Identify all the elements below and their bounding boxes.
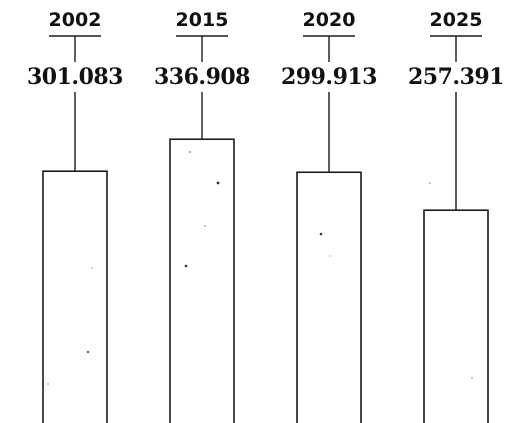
category-label-2015: 2015 (176, 9, 229, 31)
bar-2025 (423, 209, 489, 423)
bars (42, 138, 489, 423)
category-label-2002: 2002 (49, 9, 102, 31)
speck-3 (87, 351, 89, 353)
speck-6 (429, 182, 431, 184)
labels: 2002 301.083 2015 336.908 2020 299.913 2025 257… (27, 9, 505, 90)
value-label-2020: 299.913 (281, 64, 377, 90)
bar-2015 (169, 138, 235, 423)
leader-lines (49, 35, 482, 211)
paper-specks (47, 151, 473, 385)
value-label-2025: 257.391 (408, 64, 504, 90)
speck-4 (189, 151, 191, 153)
category-label-2025: 2025 (430, 9, 483, 31)
speck-8 (329, 255, 331, 257)
value-label-2015: 336.908 (154, 64, 250, 90)
speck-5 (204, 225, 206, 227)
speck-0 (216, 181, 220, 185)
speck-1 (184, 264, 188, 268)
speck-10 (47, 383, 49, 385)
speck-9 (91, 267, 93, 269)
bar-2020 (296, 171, 362, 423)
category-label-2020: 2020 (303, 9, 356, 31)
bar-2002 (42, 170, 108, 423)
speck-7 (471, 377, 473, 379)
value-label-2002: 301.083 (27, 64, 123, 90)
speck-2 (319, 232, 323, 236)
